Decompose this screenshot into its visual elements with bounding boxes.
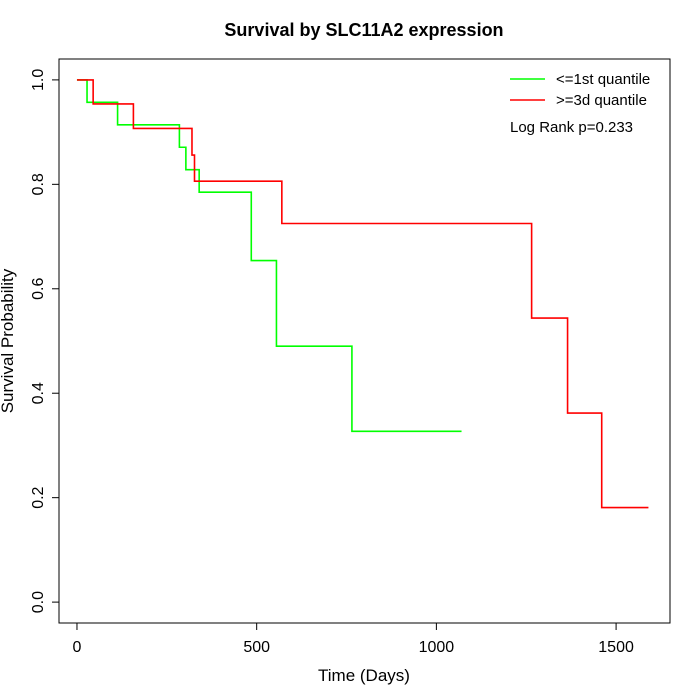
y-axis: 0.0 0.2 0.4 0.6 0.8 1.0 xyxy=(30,69,60,613)
log-rank-annotation: Log Rank p=0.233 xyxy=(510,119,633,136)
survival-curve-low xyxy=(76,79,462,433)
x-axis: 0 500 1000 1500 xyxy=(73,622,634,656)
chart-title: Survival by SLC11A2 expression xyxy=(224,20,503,40)
survival-curve-high xyxy=(76,79,649,509)
x-tick-label: 1500 xyxy=(598,639,634,656)
y-tick-label: 0.8 xyxy=(30,173,47,195)
y-axis-label: Survival Probability xyxy=(0,268,17,413)
y-tick-label: 0.0 xyxy=(30,591,47,613)
x-tick-label: 1000 xyxy=(419,639,455,656)
x-tick-label: 0 xyxy=(73,639,82,656)
y-tick-label: 0.2 xyxy=(30,486,47,508)
y-tick-label: 0.4 xyxy=(30,382,47,404)
legend-label-high: >=3d quantile xyxy=(556,92,647,109)
legend: <=1st quantile >=3d quantile xyxy=(510,71,650,109)
x-axis-label: Time (Days) xyxy=(318,666,410,685)
y-tick-label: 0.6 xyxy=(30,278,47,300)
y-tick-label: 1.0 xyxy=(30,69,47,91)
plot-frame xyxy=(58,58,671,624)
survival-curves xyxy=(76,79,649,509)
legend-label-low: <=1st quantile xyxy=(556,71,650,88)
x-tick-label: 500 xyxy=(243,639,270,656)
